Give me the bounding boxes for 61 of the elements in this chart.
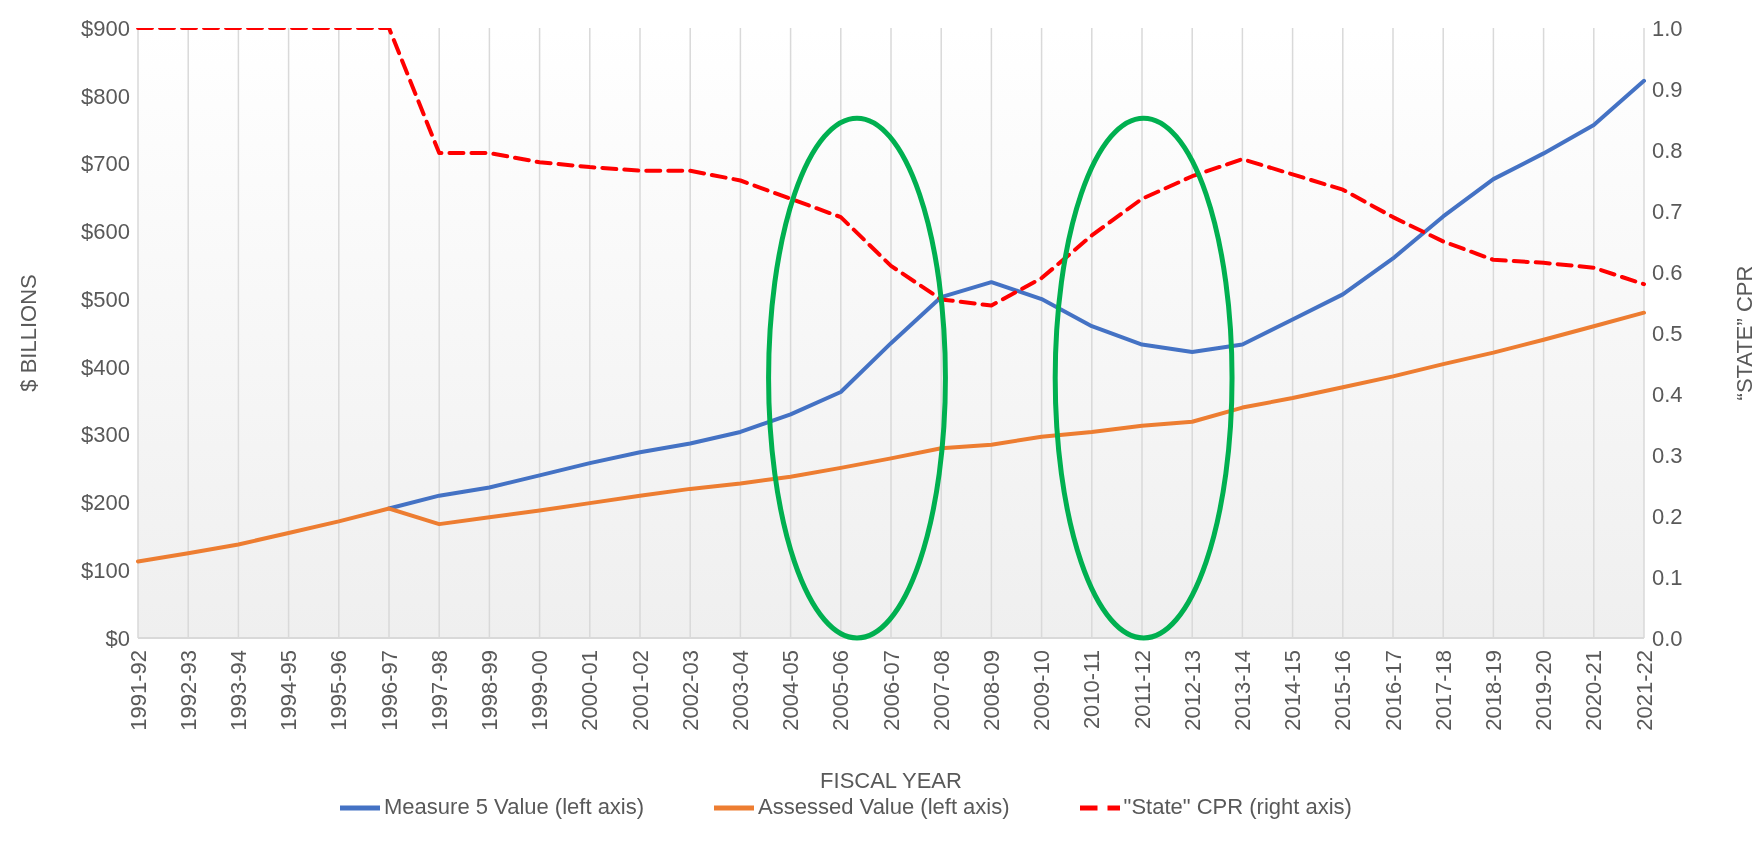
x-tick-label: 1991-92 <box>125 650 151 731</box>
y2-tick-label: 0.5 <box>1652 320 1683 346</box>
x-tick-label: 2014-15 <box>1280 650 1306 731</box>
y-tick-label: $200 <box>81 490 130 516</box>
x-tick-label: 1996-97 <box>376 650 402 731</box>
y2-tick-label: 0.7 <box>1652 198 1683 224</box>
x-tick-label: 2015-16 <box>1330 650 1356 731</box>
x-tick-label: 2019-20 <box>1531 650 1557 731</box>
x-tick-label: 2006-07 <box>878 650 904 731</box>
x-tick-label: 2017-18 <box>1430 650 1456 731</box>
y-tick-label: $500 <box>81 286 130 312</box>
y-tick-label: $700 <box>81 151 130 177</box>
y-axis-title: $ BILLIONS <box>15 274 41 392</box>
x-tick-label: 2021-22 <box>1631 650 1657 731</box>
x-tick-label: 1999-00 <box>527 650 553 731</box>
x-tick-label: 1994-95 <box>276 650 302 731</box>
x-tick-label: 2000-01 <box>577 650 603 731</box>
x-tick-label: 2016-17 <box>1380 650 1406 731</box>
x-tick-label: 2009-10 <box>1029 650 1055 731</box>
y2-axis-title: “STATE” CPR <box>1731 265 1757 401</box>
legend-label: Measure 5 Value (left axis) <box>384 793 645 819</box>
x-tick-label: 1998-99 <box>477 650 503 731</box>
x-tick-label: 2005-06 <box>828 650 854 731</box>
y2-tick-label: 0.0 <box>1652 625 1683 651</box>
line-series <box>136 310 1646 564</box>
x-tick-label: 1995-96 <box>326 650 352 731</box>
line-series <box>136 28 1646 308</box>
y2-tick-label: 0.9 <box>1652 76 1683 102</box>
y-tick-label: $600 <box>81 219 130 245</box>
y2-tick-label: 0.3 <box>1652 442 1683 468</box>
y-tick-label: $0 <box>105 625 130 651</box>
x-tick-label: 2018-19 <box>1481 650 1507 731</box>
x-tick-label: 1997-98 <box>426 650 452 731</box>
x-tick-label: 2020-21 <box>1581 650 1607 731</box>
y2-tick-label: 0.6 <box>1652 259 1683 285</box>
x-tick-label: 1992-93 <box>175 650 201 731</box>
legend-label: "State" CPR (right axis) <box>1123 793 1352 819</box>
y-tick-label: $400 <box>81 354 130 380</box>
y2-tick-label: 0.4 <box>1652 381 1683 407</box>
x-tick-label: 2003-04 <box>728 650 754 731</box>
y2-tick-label: 0.2 <box>1652 503 1683 529</box>
y-tick-label: $800 <box>81 83 130 109</box>
x-tick-label: 1993-94 <box>226 650 252 731</box>
x-tick-label: 2004-05 <box>778 650 804 731</box>
line-series <box>387 78 1646 511</box>
x-tick-label: 2012-13 <box>1179 650 1205 731</box>
x-tick-label: 2013-14 <box>1230 650 1256 731</box>
y-tick-label: $900 <box>81 15 130 41</box>
legend-label: Assessed Value (left axis) <box>758 793 1010 819</box>
y2-tick-label: 1.0 <box>1652 15 1683 41</box>
y2-tick-label: 0.1 <box>1652 564 1683 590</box>
y-tick-label: $300 <box>81 422 130 448</box>
y-tick-label: $100 <box>81 558 130 584</box>
x-tick-label: 2011-12 <box>1129 650 1155 730</box>
x-tick-label: 2008-09 <box>979 650 1005 731</box>
y2-tick-label: 0.8 <box>1652 137 1683 163</box>
x-axis-title: FISCAL YEAR <box>820 768 962 793</box>
x-tick-label: 2007-08 <box>928 650 954 731</box>
x-tick-label: 2002-03 <box>677 650 703 731</box>
x-tick-label: 2001-02 <box>627 650 653 731</box>
x-tick-label: 2010-11 <box>1079 650 1105 730</box>
